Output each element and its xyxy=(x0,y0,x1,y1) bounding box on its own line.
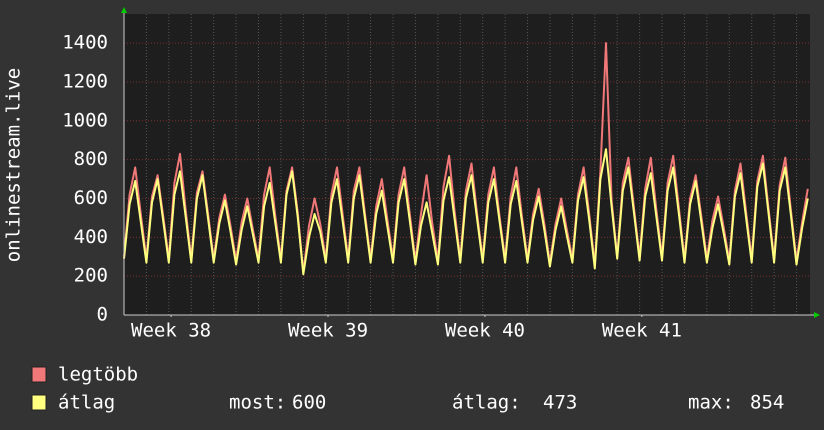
y-tick-label: 1400 xyxy=(62,32,108,54)
stat-value: 473 xyxy=(543,392,577,414)
y-tick-label: 200 xyxy=(74,265,108,287)
legend-swatch xyxy=(31,366,47,383)
stat-label: most: xyxy=(229,392,286,414)
marks xyxy=(123,42,809,276)
y-tick-label: 400 xyxy=(74,226,108,248)
stat-value: 600 xyxy=(292,392,326,414)
plot-area xyxy=(124,14,810,315)
x-tick-label: Week 38 xyxy=(131,320,211,342)
stat-label: átlag: xyxy=(452,392,521,414)
y-tick-label: 0 xyxy=(97,304,108,326)
y-arrow xyxy=(121,7,127,13)
y-axis-label: onlinestream.live xyxy=(3,68,25,262)
x-arrow xyxy=(814,312,820,318)
legend-label: átlag xyxy=(58,392,115,414)
legend-swatch xyxy=(31,394,47,411)
x-tick-label: Week 39 xyxy=(288,320,368,342)
x-tick-label: Week 40 xyxy=(445,320,525,342)
series-line xyxy=(123,148,809,276)
y-tick-label: 1000 xyxy=(62,109,108,131)
stat-value: 854 xyxy=(750,392,784,414)
stat-label: max: xyxy=(688,392,734,414)
y-tick-label: 800 xyxy=(74,148,108,170)
legend-label: legtöbb xyxy=(58,364,138,386)
y-tick-label: 600 xyxy=(74,187,108,209)
y-tick-label: 1200 xyxy=(62,70,108,92)
x-tick-label: Week 41 xyxy=(602,320,682,342)
